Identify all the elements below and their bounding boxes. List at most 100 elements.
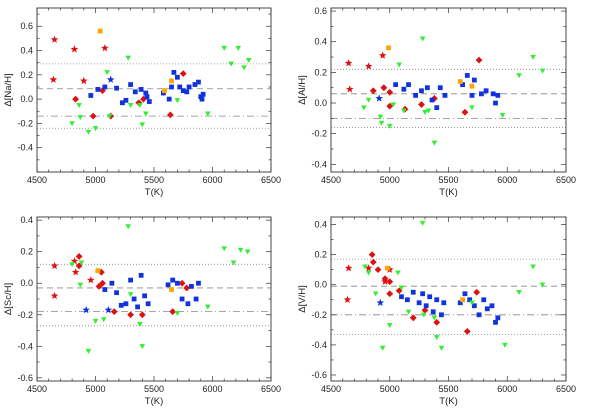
data-point-diamond bbox=[374, 266, 382, 274]
data-point-square bbox=[118, 302, 124, 308]
data-point-triangle-down bbox=[104, 70, 110, 76]
data-point-diamond bbox=[127, 311, 134, 319]
data-point-square bbox=[146, 99, 152, 104]
data-point-square bbox=[138, 86, 144, 92]
data-point-square bbox=[128, 82, 133, 87]
y-tick-label: 0.0 bbox=[314, 280, 327, 290]
data-point-diamond bbox=[166, 111, 174, 119]
data-point-triangle-down bbox=[85, 129, 92, 135]
data-point-diamond bbox=[368, 251, 376, 259]
y-tick-label: -0.4 bbox=[311, 340, 327, 350]
y-tick-label: -0.4 bbox=[17, 341, 33, 351]
data-point-square bbox=[196, 280, 201, 286]
data-point-square bbox=[175, 280, 180, 286]
data-point-diamond bbox=[433, 318, 441, 326]
data-point-square bbox=[109, 280, 115, 286]
x-axis-title: T(K) bbox=[145, 187, 163, 198]
data-point-star bbox=[346, 85, 354, 93]
data-point-diamond bbox=[463, 327, 471, 335]
data-point-triangle-down bbox=[125, 55, 132, 61]
data-point-square bbox=[162, 88, 167, 94]
data-point-square bbox=[114, 85, 119, 91]
data-point-star bbox=[344, 59, 353, 67]
data-marks bbox=[344, 36, 546, 146]
data-point-triangle-down bbox=[421, 312, 427, 318]
data-point-star bbox=[106, 75, 115, 83]
data-point-square bbox=[401, 86, 407, 92]
data-point-triangle-down bbox=[106, 113, 113, 119]
data-point-triangle-down bbox=[365, 270, 372, 276]
y-tick-label: 0.6 bbox=[20, 21, 33, 31]
data-point-diamond bbox=[97, 268, 105, 276]
data-point-diamond bbox=[461, 108, 469, 116]
data-point-diamond bbox=[473, 288, 481, 296]
y-tick-label: 0.0 bbox=[314, 98, 327, 108]
data-point-square bbox=[495, 92, 501, 98]
y-tick-label: -0.4 bbox=[17, 143, 33, 153]
data-point-triangle-down bbox=[499, 113, 506, 119]
data-point-square bbox=[120, 100, 125, 106]
data-point-triangle-down bbox=[386, 123, 393, 129]
data-point-triangle-down bbox=[396, 62, 402, 68]
data-point-triangle-down bbox=[139, 122, 146, 128]
data-point-triangle-down bbox=[365, 97, 372, 103]
y-tick-label: 0.0 bbox=[20, 94, 33, 104]
y-tick-label: 0.4 bbox=[20, 46, 33, 56]
data-point-star bbox=[49, 75, 58, 83]
y-tick-label: 0.2 bbox=[314, 67, 327, 77]
x-axis-title: T(K) bbox=[145, 396, 163, 407]
data-point-square bbox=[399, 294, 404, 300]
data-point-triangle-down bbox=[377, 114, 384, 120]
data-point-square bbox=[416, 300, 422, 306]
data-point-diamond bbox=[75, 253, 83, 260]
plot-frame bbox=[330, 216, 567, 382]
data-point-triangle-down bbox=[502, 342, 508, 348]
data-point-square bbox=[199, 96, 205, 102]
x-tick-label: 5500 bbox=[144, 175, 164, 185]
data-point-triangle-down bbox=[92, 318, 99, 324]
data-point-square bbox=[423, 303, 429, 309]
data-point-triangle-down bbox=[431, 140, 438, 146]
data-point-square bbox=[464, 73, 470, 78]
y-tick-label: 0.6 bbox=[314, 6, 327, 16]
data-point-square bbox=[128, 277, 133, 283]
y-axis-title: Δ[Al/H] bbox=[297, 75, 308, 105]
x-axis-title: T(K) bbox=[439, 187, 457, 198]
data-point-triangle-down bbox=[69, 121, 75, 127]
y-tick-label: -0.6 bbox=[17, 373, 33, 383]
data-point-square bbox=[114, 290, 119, 296]
data-point-square bbox=[132, 89, 138, 95]
y-tick-label: 0.0 bbox=[20, 278, 33, 288]
x-tick-label: 4500 bbox=[27, 384, 47, 394]
data-point-triangle-down bbox=[174, 98, 181, 104]
data-point-diamond bbox=[135, 99, 143, 107]
y-tick-label: 0.2 bbox=[20, 247, 33, 257]
data-point-square bbox=[180, 88, 186, 94]
data-point-square bbox=[476, 312, 482, 318]
x-tick-label: 5000 bbox=[85, 175, 105, 185]
data-point-square bbox=[420, 291, 426, 297]
data-point-square bbox=[138, 272, 144, 278]
data-point-triangle-down bbox=[69, 262, 75, 268]
data-point-square bbox=[419, 88, 424, 94]
data-point-square bbox=[143, 90, 149, 96]
y-tick-label: -0.6 bbox=[311, 370, 327, 380]
data-point-star bbox=[101, 44, 109, 52]
plot-frame bbox=[36, 7, 272, 173]
x-tick-label: 5000 bbox=[380, 384, 400, 394]
data-point-triangle-down bbox=[76, 102, 82, 108]
data-point-square bbox=[410, 289, 416, 295]
data-point-square bbox=[471, 303, 477, 309]
data-point-triangle-down bbox=[539, 282, 546, 288]
data-point-square bbox=[196, 79, 201, 85]
data-point-star bbox=[50, 291, 59, 300]
panel-bottom-left: 4500 5000 5500 6000 6500 -0.6 -0.4 -0.2 0.0 0.2 0.… bbox=[3, 215, 281, 407]
data-point-diamond bbox=[381, 275, 389, 283]
data-point-triangle-down bbox=[244, 249, 251, 255]
data-point-triangle-down bbox=[516, 290, 522, 296]
data-point-square bbox=[165, 282, 171, 288]
data-point-square bbox=[177, 84, 183, 90]
panel-top-right: 4500 5000 5500 6000 6500 -0.4 -0.2 0.0 0.2 0.4 0.6… bbox=[297, 6, 576, 198]
data-point-square bbox=[175, 74, 180, 80]
data-point-triangle-down bbox=[438, 345, 445, 351]
